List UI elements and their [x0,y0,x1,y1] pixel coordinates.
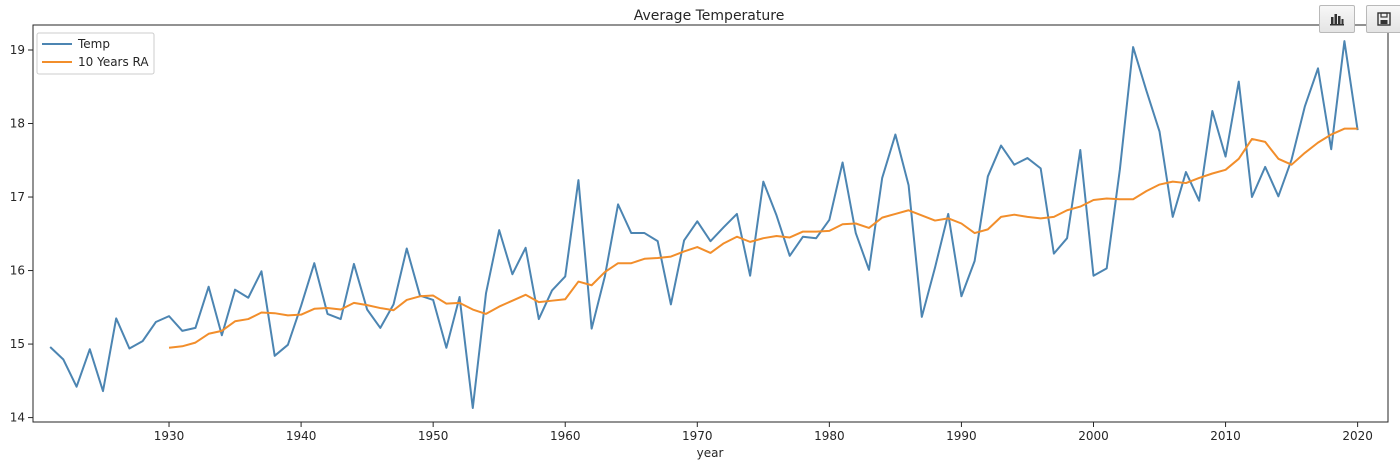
x-tick-label: 2020 [1342,429,1373,443]
y-tick-label: 14 [10,411,25,425]
series-line-10-years-ra [168,127,1358,349]
x-tick-label: 1940 [286,429,317,443]
x-tick-label: 2010 [1210,429,1241,443]
x-axis: 1930 1940 1950 1960 1970 1980 1990 2000 2010 2020 [154,422,1373,443]
x-tick-label: 1950 [418,429,449,443]
legend: Temp 10 Years RA [36,32,155,75]
y-tick-label: 17 [10,190,25,204]
x-tick-label: 1960 [550,429,581,443]
x-tick-label: 1970 [682,429,713,443]
legend-label-temp: Temp [77,37,110,51]
x-tick-label: 1980 [814,429,845,443]
x-axis-title: year [697,446,724,460]
y-tick-label: 19 [10,43,25,57]
legend-label-10-years-ra: 10 Years RA [78,55,149,69]
save-icon [1377,12,1391,26]
y-axis: 14 15 16 17 18 19 [10,43,33,425]
x-tick-label: 1990 [946,429,977,443]
plot-area-frame [32,24,1389,423]
y-tick-label: 15 [10,337,25,351]
plot-lines [49,40,1359,410]
x-tick-label: 2000 [1078,429,1109,443]
series-line-temp [49,40,1359,410]
x-tick-label: 1930 [154,429,185,443]
y-tick-label: 18 [10,117,25,131]
bar-chart-toolbar-button[interactable] [1319,5,1355,33]
y-tick-label: 16 [10,264,25,278]
chart-title: Average Temperature [634,8,785,24]
bar-chart-icon [1330,14,1344,26]
save-toolbar-button[interactable] [1366,5,1400,33]
